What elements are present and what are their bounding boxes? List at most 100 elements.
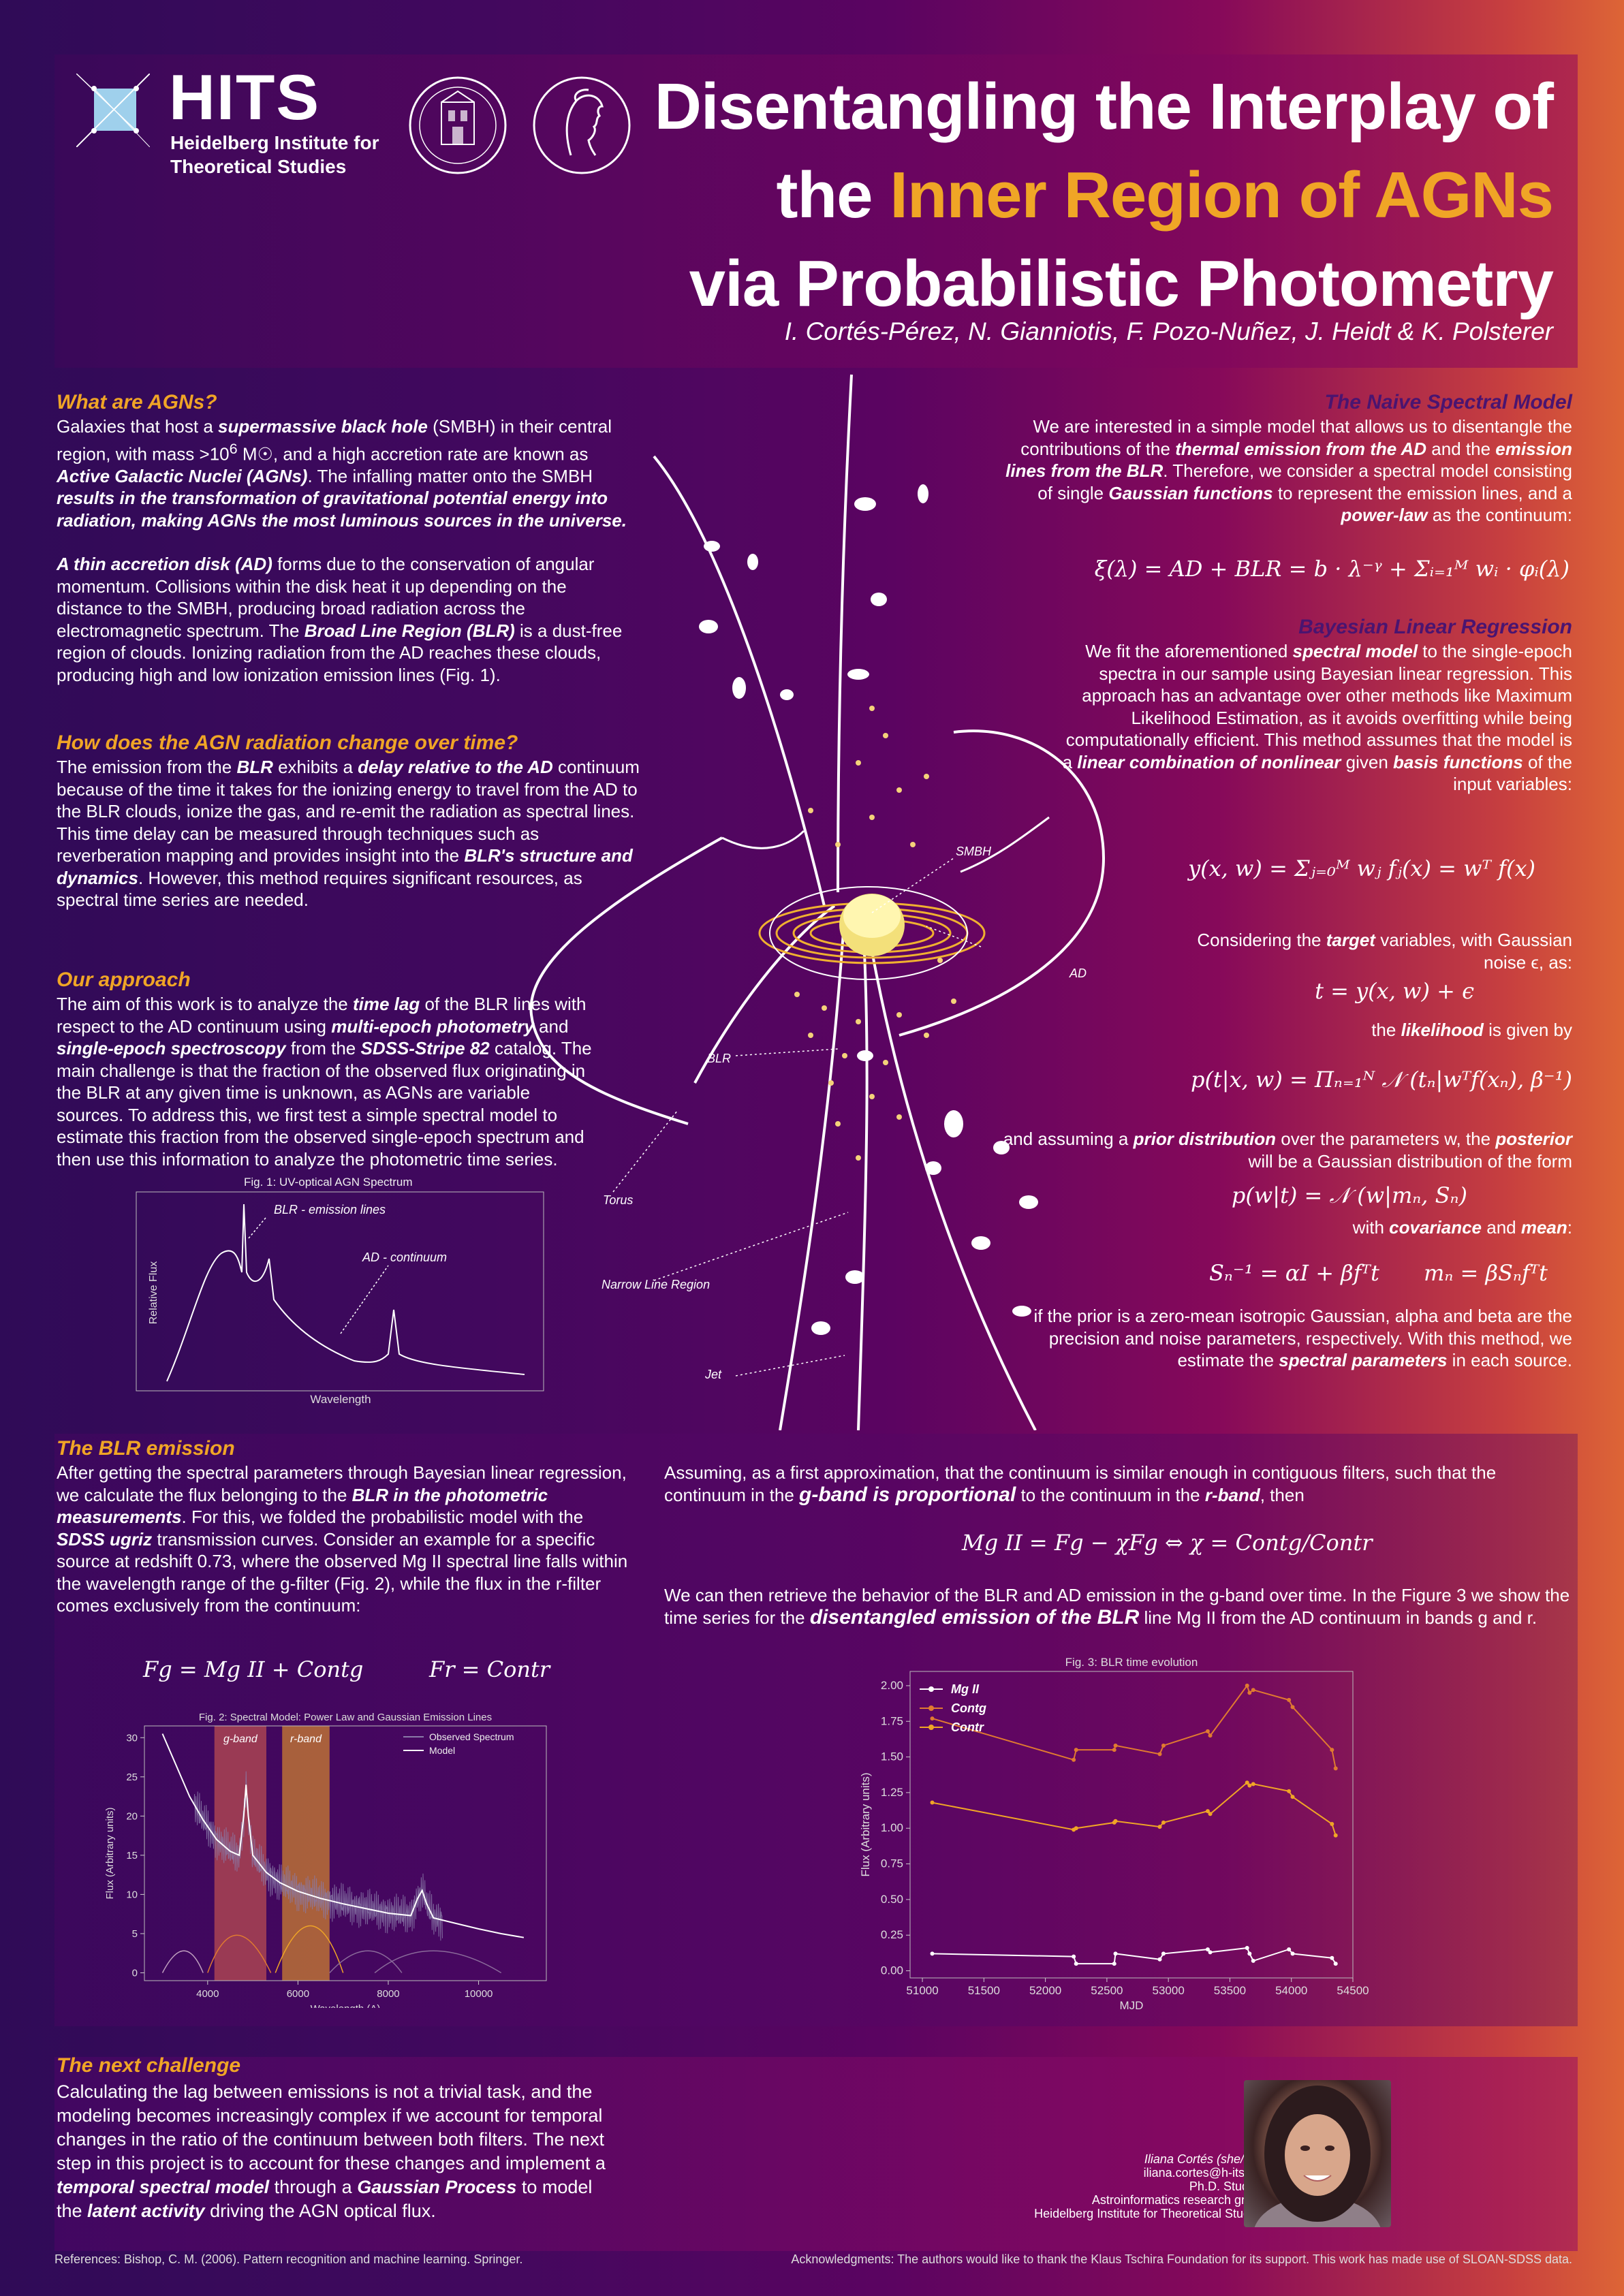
y-tick-label: 1.50 [881,1750,903,1763]
data-point [1074,1748,1078,1752]
equation-mgii-chi: Mg II = Fg − χFg ⇔ χ = Contg/Contr [962,1530,1373,1556]
equation-posterior: p(w|t) = 𝒩 (w|mₙ, Sₙ) [1231,1182,1467,1208]
data-point [1330,1955,1334,1960]
series-line [932,1684,1337,1769]
equation-spectral-model: ξ(λ) = AD + BLR = b · λ⁻ᵞ + Σᵢ₌₁ᴹ wᵢ · φ… [1094,556,1570,582]
legend-entry: Contr [951,1720,984,1734]
chart-title: Fig. 3: BLR time evolution [1065,1656,1198,1669]
data-point [1287,1789,1292,1793]
data-point [1074,1826,1078,1831]
data-point [1205,1947,1210,1952]
filter-band [282,1726,330,1981]
y-tick-label: 10 [126,1889,138,1900]
data-point [930,1800,935,1805]
covariance-mean-text: with covariance and mean: [1352,1217,1572,1238]
y-axis-label: Flux (Arbitrary units) [104,1807,116,1899]
y-tick-label: 0.50 [881,1893,903,1906]
jet-cone-line [653,455,826,907]
equation-mean: mₙ = βSₙfᵀt [1424,1260,1548,1286]
data-point [1205,1729,1210,1733]
data-point [1074,1962,1078,1966]
y-tick-label: 5 [132,1928,138,1940]
equation-linear-model: y(x, w) = Σⱼ₌₀ᴹ wⱼ fⱼ(x) = wᵀ f(x) [1188,855,1535,881]
data-point [1251,1688,1255,1693]
title-line-1: Disentangling the Interplay of [654,70,1554,143]
title-highlight: Inner Region of AGNs [890,159,1554,232]
plot-frame [909,1671,1354,1979]
data-point [1333,1962,1338,1966]
continuum-assumption-text: Assuming, as a first approximation, that… [664,1462,1497,1506]
torus-outline [899,729,1106,1037]
label-narrow-line-region: Narrow Line Region [602,1278,710,1291]
max-planck-minerva-seal-icon [533,76,631,174]
heading-what-are-agns: What are AGNs? [57,391,217,413]
y-tick-label: 15 [126,1850,138,1861]
fig1-ylabel: Relative Flux [148,1261,159,1324]
data-point [1112,1748,1116,1752]
x-tick-label: 51000 [906,1984,938,1997]
smbh-pointer [871,858,954,913]
data-point [1113,1743,1118,1748]
data-point [1290,1705,1295,1710]
data-point [1333,1833,1338,1838]
y-tick-label: 1.75 [881,1714,903,1727]
x-tick-label: 10000 [465,1988,493,2000]
label-jet: Jet [704,1368,722,1381]
data-point [1330,1821,1334,1826]
transmission-curve [161,1950,204,1973]
naive-model-text: We are interested in a simple model that… [1005,416,1572,525]
filter-band-label: r-band [290,1733,322,1745]
chart-title: Fig. 2: Spectral Model: Power Law and Ga… [199,1712,492,1723]
jet-cone-line [779,912,846,1430]
contact-email[interactable]: iliana.cortes@h-its.org [1143,2166,1266,2180]
blr-emission-text: After getting the spectral parameters th… [57,1462,628,1616]
hits-subtitle: Heidelberg Institute for Theoretical Stu… [170,131,416,178]
next-challenge-text: Calculating the lag between emissions is… [57,2081,606,2221]
transmission-curve [374,1950,502,1974]
data-point [1251,1958,1255,1963]
data-point [1290,1951,1295,1956]
contact-institute: Heidelberg Institute for Theoretical Stu… [1034,2207,1266,2220]
y-tick-label: 0 [132,1967,138,1979]
filter-band-label: g-band [223,1733,258,1745]
data-point [1161,1951,1166,1956]
data-point [1112,1962,1116,1966]
data-point [1072,1757,1076,1762]
data-point [1245,1683,1249,1688]
radiation-change-text: The emission from the BLR exhibits a del… [57,757,640,910]
hits-wordmark: HITS [169,61,321,133]
equation-likelihood: p(t|x, w) = Πₙ₌₁ᴺ 𝒩 (tₙ|wᵀf(xₙ), β⁻¹) [1190,1067,1572,1092]
transmission-curve [275,1925,344,1973]
fig3-blr-time-evolution-chart: Fig. 3: BLR time evolution 51000 51500 5200… [859,1656,1369,2012]
time-series-text: We can then retrieve the behavior of the… [664,1585,1570,1629]
x-tick-label: 8000 [377,1988,399,2000]
equation-flux-r: Fr = Contr [429,1656,550,1682]
data-point [930,1716,935,1721]
torus-pointer [612,1110,678,1193]
transmission-curve [207,1934,272,1973]
data-point [1205,1809,1210,1814]
data-point [1157,1825,1162,1829]
blr-pointer [735,1048,839,1056]
legend-entry: Model [429,1745,455,1756]
jet-cone-line [864,912,1037,1430]
fig1-ad-arrow [340,1265,389,1334]
data-point [1113,1819,1118,1823]
series-model [161,1733,525,1938]
x-tick-label: 51500 [968,1984,1000,1997]
jet-pointer [735,1355,845,1377]
x-tick-label: 52500 [1091,1984,1123,1997]
ad-pointer [926,926,982,947]
data-point [1208,1950,1213,1955]
label-blr: BLR [707,1052,731,1065]
legend-marker [928,1725,934,1730]
data-point [1208,1812,1213,1817]
references: References: Bishop, C. M. (2006). Patter… [54,2252,523,2266]
data-point [1247,1783,1252,1788]
data-point [1333,1766,1338,1771]
x-tick-label: 6000 [287,1988,309,2000]
data-point [1161,1820,1166,1825]
y-tick-label: 1.25 [881,1786,903,1799]
data-point [1157,1752,1162,1757]
y-tick-label: 1.00 [881,1821,903,1834]
